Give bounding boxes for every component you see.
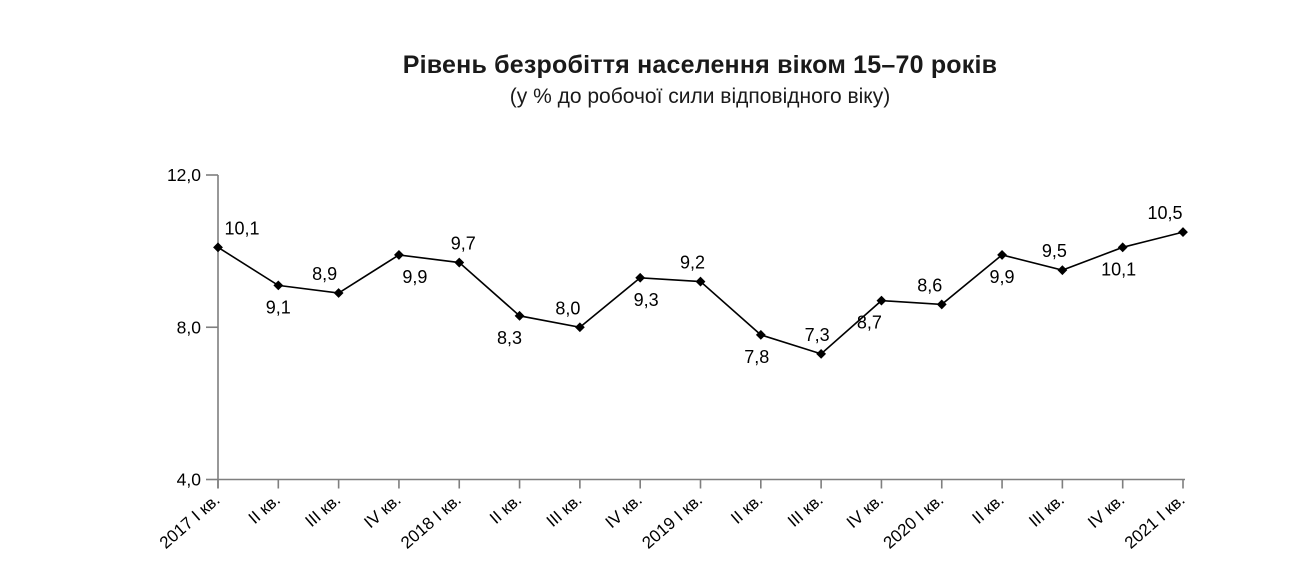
x-axis-tick-label: ІІІ кв. [543, 490, 586, 531]
x-axis-tick-label: IV кв. [360, 490, 404, 532]
data-point-label: 10,5 [1147, 203, 1182, 223]
data-point-marker [333, 288, 344, 298]
data-point-marker [936, 299, 947, 310]
data-point-label: 9,1 [266, 297, 291, 317]
data-point-label: 9,5 [1042, 241, 1067, 261]
data-point-marker [454, 257, 465, 268]
y-axis-tick-label: 8,0 [177, 317, 202, 337]
x-axis-tick-label: 2018 І кв. [397, 490, 465, 552]
data-point-marker [755, 329, 766, 340]
data-point-label: 7,8 [744, 347, 769, 367]
chart-header: Рівень безробіття населення віком 15–70 … [86, 50, 1314, 111]
data-point-label: 7,3 [805, 325, 830, 345]
data-point-label: 10,1 [1101, 259, 1136, 279]
x-axis-tick-label: ІІ кв. [969, 490, 1008, 528]
data-point-marker [876, 295, 887, 306]
x-axis-tick-label: ІІ кв. [245, 490, 284, 528]
data-point-marker [695, 276, 706, 287]
data-point-marker [1057, 265, 1068, 276]
data-point-label: 8,6 [917, 275, 942, 295]
data-point-label: 9,9 [990, 267, 1015, 287]
data-point-marker [1178, 227, 1188, 238]
data-point-marker [394, 250, 404, 260]
data-point-label: 8,0 [555, 298, 580, 318]
x-axis-tick-label: 2020 І кв. [880, 490, 948, 552]
x-axis-tick-label: ІІ кв. [727, 490, 766, 528]
y-axis-tick-label: 12,0 [167, 165, 201, 185]
data-point-label: 8,7 [857, 313, 882, 333]
x-axis-tick-label: IV кв. [602, 490, 646, 532]
data-point-label: 8,9 [312, 264, 337, 284]
data-point-marker [635, 272, 646, 283]
data-point-label: 8,3 [497, 328, 522, 348]
x-axis-tick-label: 2021 І кв. [1121, 490, 1189, 552]
data-point-label: 9,7 [451, 234, 476, 254]
data-point-label: 9,3 [634, 290, 659, 310]
data-point-marker [514, 310, 525, 321]
x-axis-tick-label: ІІ кв. [486, 490, 525, 528]
data-point-label: 9,2 [680, 253, 705, 273]
page-title: Рівень безробіття населення віком 15–70 … [402, 51, 998, 79]
data-point-label: 10,1 [224, 218, 259, 238]
data-point-marker [997, 250, 1007, 260]
data-point-marker [574, 322, 585, 333]
data-point-marker [816, 348, 827, 359]
data-point-marker [273, 280, 284, 291]
x-axis-tick-label: 2017 І кв. [156, 490, 224, 552]
x-axis-tick-label: ІІІ кв. [784, 490, 827, 531]
x-axis-tick-label: IV кв. [843, 490, 887, 532]
data-point-marker [213, 242, 223, 253]
x-axis-tick-label: IV кв. [1084, 490, 1128, 532]
data-point-label: 9,9 [402, 267, 427, 287]
x-axis-tick-label: ІІІ кв. [302, 490, 345, 531]
y-axis-tick-label: 4,0 [177, 470, 202, 490]
series-line [217, 231, 1184, 355]
data-point-marker [1117, 242, 1128, 253]
x-axis-tick-label: 2019 І кв. [638, 490, 706, 552]
x-axis-tick-label: ІІІ кв. [1025, 490, 1068, 531]
page-subtitle: (у % до робочої сили відповідного віку) [509, 85, 891, 109]
